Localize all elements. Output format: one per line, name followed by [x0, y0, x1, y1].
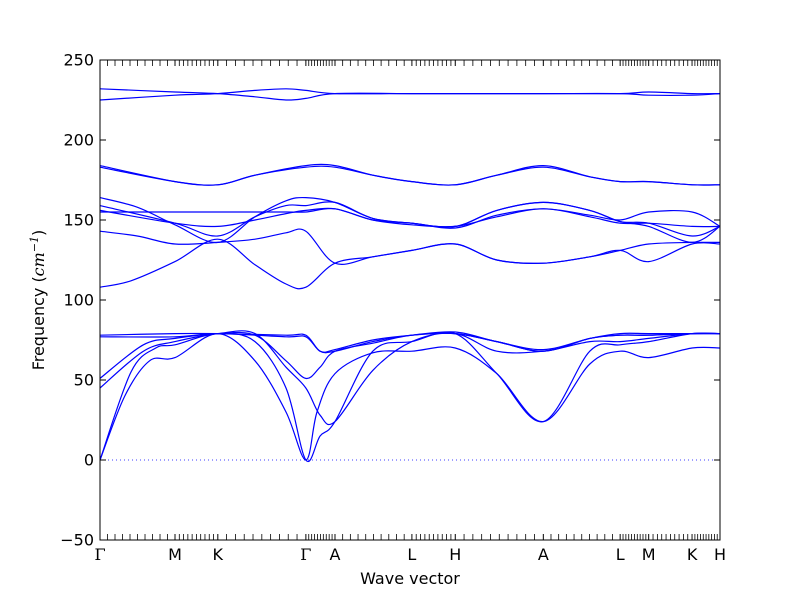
y-tick-labels: −50 0 50 100 150 200 250 [60, 51, 94, 550]
band-line-2 [99, 331, 721, 463]
x-axis-title: Wave vector [360, 569, 460, 588]
x-tick-label: K [213, 545, 224, 564]
x-tick-label: M [642, 545, 656, 564]
y-tick-label: 250 [63, 51, 94, 70]
x-tick-label: A [330, 545, 341, 564]
y-tick-label: 0 [84, 451, 94, 470]
band-line-6 [99, 331, 720, 353]
y-tick-label: 200 [63, 131, 94, 150]
x-tick-label: K [687, 545, 698, 564]
plot-frame [99, 59, 721, 541]
band-line-14 [99, 163, 721, 186]
x-tick-label: H [714, 545, 726, 564]
band-line-12 [99, 196, 721, 244]
y-tick-label: 50 [74, 371, 94, 390]
band-line-1 [99, 332, 721, 461]
x-tick-label: L [616, 545, 625, 564]
y-tick-label: 150 [63, 211, 94, 230]
series-layer [99, 88, 721, 463]
x-tick-label: H [449, 545, 461, 564]
band-line-16 [99, 88, 721, 101]
x-tick-label: Γ [94, 545, 105, 564]
x-tick-label: A [538, 545, 549, 564]
x-tick-label: L [407, 545, 416, 564]
x-tick-label: M [168, 545, 182, 564]
band-line-10 [99, 207, 721, 228]
x-tick-label: Γ [300, 545, 311, 564]
band-line-3 [99, 330, 721, 426]
y-axis-title-exponent: −1 [28, 236, 41, 252]
band-line-7 [99, 238, 721, 290]
y-tick-label: −50 [60, 531, 94, 550]
y-axis-title-prefix: Frequency ( [29, 276, 48, 370]
tick-layer [99, 59, 721, 541]
band-line-15 [99, 88, 721, 101]
y-axis-title-suffix: ) [29, 230, 48, 236]
y-tick-label: 100 [63, 291, 94, 310]
y-axis-title-unit: cm [29, 252, 48, 276]
y-axis-title: Frequency (cm−1) [28, 230, 49, 371]
